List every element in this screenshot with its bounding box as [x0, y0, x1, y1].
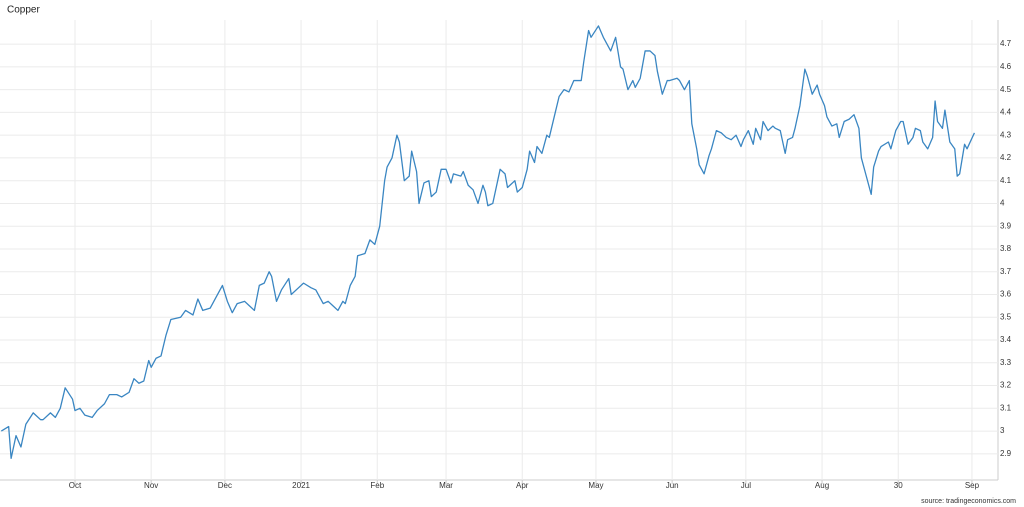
- y-tick-label: 3.4: [1000, 335, 1012, 344]
- source-note: source: tradingeconomics.com: [921, 498, 1016, 505]
- x-tick-label: Nov: [144, 481, 158, 490]
- y-tick-label: 3.8: [1000, 244, 1012, 253]
- y-tick-label: 4.2: [1000, 153, 1012, 162]
- x-tick-label: Jun: [666, 481, 679, 490]
- chart-title: Copper: [7, 5, 40, 16]
- y-tick-label: 3.1: [1000, 403, 1012, 412]
- y-tick-label: 4.3: [1000, 130, 1012, 139]
- x-tick-label: Oct: [69, 481, 82, 490]
- y-tick-label: 2.9: [1000, 449, 1012, 458]
- price-line: [0, 25, 975, 460]
- y-tick-label: 4.6: [1000, 62, 1012, 71]
- x-tick-label: Sep: [965, 481, 980, 490]
- y-tick-label: 4.1: [1000, 176, 1012, 185]
- y-tick-label: 3.9: [1000, 221, 1012, 230]
- x-tick-label: Dec: [218, 481, 232, 490]
- x-tick-label: Apr: [516, 481, 529, 490]
- y-tick-label: 3.2: [1000, 381, 1012, 390]
- x-tick-label: Mar: [439, 481, 453, 490]
- x-tick-label: 2021: [292, 481, 310, 490]
- x-tick-label: Jul: [741, 481, 751, 490]
- x-tick-label: May: [588, 481, 603, 490]
- y-tick-label: 4.7: [1000, 39, 1012, 48]
- y-tick-label: 3.5: [1000, 312, 1012, 321]
- x-tick-label: Aug: [815, 481, 829, 490]
- x-tick-label: 30: [894, 481, 903, 490]
- y-tick-label: 3: [1000, 426, 1005, 435]
- y-tick-label: 3.7: [1000, 267, 1012, 276]
- y-tick-label: 3.3: [1000, 358, 1012, 367]
- y-tick-label: 4.4: [1000, 108, 1012, 117]
- y-tick-label: 3.6: [1000, 290, 1012, 299]
- x-tick-label: Feb: [370, 481, 384, 490]
- y-tick-label: 4: [1000, 199, 1005, 208]
- y-tick-label: 4.5: [1000, 85, 1012, 94]
